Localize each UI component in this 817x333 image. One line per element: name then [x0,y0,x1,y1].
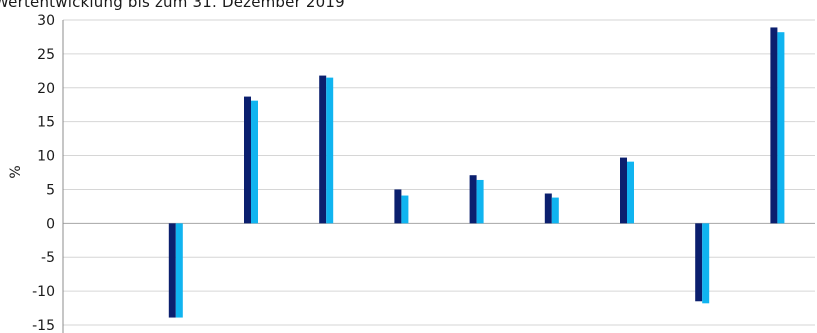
bar-series-1 [469,175,477,224]
gridlines [63,19,815,326]
y-tick-label: 5 [46,182,55,198]
y-tick-label: -5 [41,250,55,266]
bar-series-2 [401,195,409,224]
y-axis-ticks: 30 25 20 15 10 5 0 -5 -10 -15 [32,13,55,333]
y-tick-label: 15 [37,115,55,131]
bar-series-2 [702,223,710,304]
bars [168,27,785,318]
bar-series-2 [777,32,785,224]
bar-series-2 [627,161,634,224]
bar-series-1 [168,223,176,318]
bar-series-1 [544,193,552,224]
y-axis-label: % [8,165,24,178]
y-tick-label: 0 [46,216,55,232]
y-tick-label: 25 [37,47,55,63]
chart-title: Wertentwicklung bis zum 31. Dezember 201… [0,0,345,11]
bar-series-2 [251,100,258,224]
bar-series-2 [175,223,183,318]
bar-series-2 [476,179,484,224]
y-tick-label: 10 [37,149,55,165]
y-tick-label: 20 [37,81,55,97]
bar-series-1 [244,96,251,224]
bar-series-2 [551,197,559,224]
bar-series-1 [695,223,703,302]
y-tick-label: -10 [32,284,55,300]
bar-series-1 [319,75,327,224]
y-tick-label: -15 [32,318,55,333]
bar-series-1 [394,189,402,224]
bar-series-1 [770,27,778,224]
bar-series-2 [326,77,334,224]
y-tick-label: 30 [37,13,55,29]
bar-series-1 [620,157,627,224]
